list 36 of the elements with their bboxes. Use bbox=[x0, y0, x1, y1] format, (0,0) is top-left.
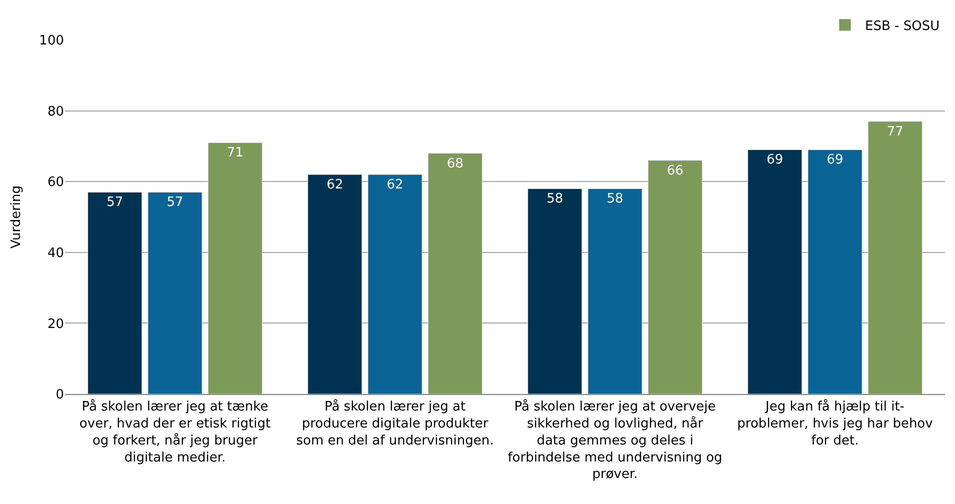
y-tick-label: 100 bbox=[39, 34, 64, 49]
bar bbox=[748, 149, 802, 394]
bar bbox=[588, 188, 642, 394]
data-label: 57 bbox=[106, 195, 124, 210]
data-label: 77 bbox=[886, 124, 904, 140]
y-tick-label: 40 bbox=[47, 246, 64, 261]
y-axis-title: Vurdering bbox=[9, 185, 24, 249]
data-label: 66 bbox=[666, 163, 684, 178]
bar bbox=[308, 174, 362, 394]
data-label: 69 bbox=[826, 152, 844, 168]
bar bbox=[428, 153, 482, 394]
y-tick-label: 20 bbox=[47, 316, 64, 332]
data-label: 71 bbox=[226, 146, 244, 161]
bar bbox=[868, 121, 922, 394]
bar bbox=[528, 188, 582, 394]
bar bbox=[648, 160, 702, 394]
data-label: 62 bbox=[386, 178, 404, 193]
x-tick-label: På skolen lærer jeg at tænke over, hvad der er etisk rigtigt og forkert, når jeg bruger digitale medier. bbox=[79, 398, 271, 466]
bar bbox=[368, 174, 422, 394]
y-tick-label: 60 bbox=[47, 175, 64, 190]
data-label: 57 bbox=[166, 195, 184, 210]
y-tick-label: 0 bbox=[56, 388, 64, 403]
x-tick-label: Jeg kan få hjælp til it-problemer, hvis jeg har behov for det. bbox=[737, 398, 934, 448]
bar bbox=[148, 192, 202, 394]
bar bbox=[88, 192, 142, 394]
data-label: 68 bbox=[446, 156, 464, 172]
y-tick-label: 80 bbox=[47, 104, 64, 120]
bar bbox=[208, 142, 262, 394]
data-label: 58 bbox=[546, 192, 564, 207]
legend-label: ESB - SOSU bbox=[865, 19, 940, 34]
data-label: 58 bbox=[606, 192, 624, 207]
data-label: 62 bbox=[326, 178, 344, 193]
x-tick-label: På skolen lærer jeg at producere digitale produkter som en del af undervisningen. bbox=[296, 398, 494, 448]
x-tick-label: På skolen lærer jeg at overveje sikkerhed og lovlighed, når data gemmes og deles i forbindelse med undervisning og prøver. bbox=[508, 398, 722, 482]
bar bbox=[808, 149, 862, 394]
data-label: 69 bbox=[766, 152, 784, 168]
